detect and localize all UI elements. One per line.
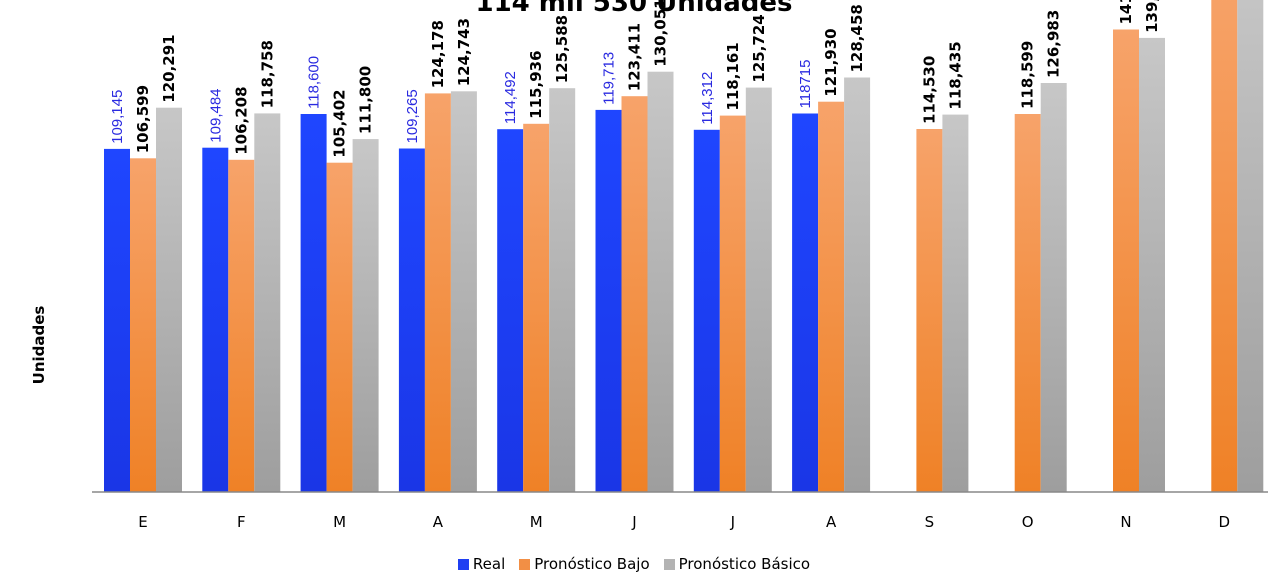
bar-pron-stico-b-sico-9 (1040, 83, 1067, 492)
data-label-pron-stico-bajo-2: 105,402 (331, 89, 349, 157)
bar-real-2 (300, 114, 327, 492)
bar-real-1 (202, 147, 229, 492)
bar-pron-stico-bajo-7 (818, 101, 845, 492)
data-label-pron-stico-b-sico-2: 111,800 (357, 66, 375, 134)
bar-pron-stico-b-sico-11 (1237, 0, 1264, 492)
legend-label: Pronóstico Bajo (534, 555, 650, 573)
bar-real-0 (104, 148, 130, 492)
bar-pron-stico-b-sico-1 (254, 113, 281, 493)
legend: Real Pronóstico Bajo Pronóstico Básico (0, 555, 1268, 573)
data-label-pron-stico-bajo-0: 106,599 (134, 85, 152, 153)
legend-swatch (663, 558, 675, 570)
data-label-pron-stico-bajo-1: 106,208 (232, 86, 250, 154)
x-tick-label-9: O (1022, 513, 1034, 531)
x-tick-label-2: M (333, 513, 346, 531)
data-label-pron-stico-b-sico-8: 118,435 (946, 41, 964, 109)
legend-swatch (519, 558, 531, 570)
bar-pron-stico-bajo-0 (130, 158, 156, 493)
bar-pron-stico-b-sico-2 (352, 139, 379, 492)
bar-pron-stico-b-sico-5 (647, 71, 674, 492)
data-label-real-1: 109,484 (207, 88, 224, 142)
x-tick-label-1: F (237, 513, 246, 531)
data-label-real-3: 109,265 (404, 89, 421, 143)
legend-label: Pronóstico Básico (678, 555, 811, 573)
legend-swatch (457, 558, 469, 570)
data-label-real-4: 114,492 (502, 71, 519, 124)
x-tick-label-11: D (1219, 513, 1231, 531)
data-label-pron-stico-b-sico-5: 130,051 (652, 0, 670, 67)
legend-item-pron-stico-bajo: Pronóstico Bajo (519, 555, 650, 573)
bar-pron-stico-bajo-3 (424, 93, 451, 493)
bar-pron-stico-b-sico-7 (844, 77, 871, 492)
legend-label: Real (472, 555, 506, 573)
data-label-pron-stico-bajo-7: 121,930 (822, 28, 840, 96)
chart-title: 114 mil 530 Unidades (475, 0, 793, 18)
bar-real-5 (595, 109, 622, 493)
bar-pron-stico-bajo-4 (523, 123, 550, 493)
bar-pron-stico-b-sico-8 (942, 114, 969, 492)
bar-pron-stico-bajo-10 (1113, 29, 1139, 492)
x-tick-label-5: J (631, 513, 636, 531)
x-tick-label-10: N (1120, 513, 1131, 531)
bar-real-4 (497, 129, 524, 492)
x-tick-label-6: J (730, 513, 735, 531)
bar-real-3 (398, 148, 425, 492)
x-tick-label-7: A (826, 513, 837, 531)
data-label-real-6: 114,312 (699, 72, 716, 125)
bar-real-7 (792, 113, 819, 492)
bar-pron-stico-b-sico-3 (450, 91, 477, 493)
data-label-pron-stico-bajo-6: 118,161 (724, 42, 742, 110)
bar-pron-stico-bajo-8 (916, 129, 943, 492)
data-label-pron-stico-bajo-8: 114,530 (920, 56, 938, 124)
legend-item-real: Real (457, 555, 506, 573)
bar-pron-stico-b-sico-10 (1139, 37, 1165, 493)
bar-pron-stico-bajo-1 (228, 159, 255, 493)
bar-pron-stico-bajo-2 (326, 162, 353, 492)
bar-pron-stico-bajo-5 (621, 96, 648, 492)
data-label-pron-stico-b-sico-3: 124,743 (455, 18, 473, 86)
data-label-pron-stico-bajo-5: 123,411 (626, 23, 644, 91)
bar-pron-stico-b-sico-6 (745, 87, 772, 492)
data-label-pron-stico-b-sico-1: 118,758 (258, 40, 276, 108)
data-label-real-0: 109,145 (109, 90, 126, 144)
x-tick-label-3: A (433, 513, 444, 531)
bar-real-6 (693, 129, 720, 493)
data-label-pron-stico-b-sico-6: 125,724 (750, 14, 768, 82)
data-label-pron-stico-b-sico-0: 120,291 (160, 34, 178, 102)
bar-pron-stico-b-sico-4 (549, 88, 576, 492)
data-label-pron-stico-bajo-4: 115,936 (527, 50, 545, 118)
legend-item-pron-stico-b-sico: Pronóstico Básico (663, 555, 811, 573)
data-label-real-7: 118715 (797, 60, 814, 109)
bar-pron-stico-bajo-11 (1211, 0, 1238, 492)
data-label-pron-stico-b-sico-9: 126,983 (1045, 10, 1063, 78)
data-label-pron-stico-b-sico-7: 128,458 (848, 4, 866, 72)
bar-pron-stico-b-sico-0 (156, 107, 182, 492)
x-tick-label-0: E (138, 513, 147, 531)
data-label-pron-stico-b-sico-10: 139,187 (1143, 0, 1161, 33)
x-tick-label-4: M (530, 513, 543, 531)
x-tick-label-8: S (925, 513, 935, 531)
data-label-pron-stico-bajo-3: 124,178 (429, 20, 447, 88)
bar-pron-stico-bajo-9 (1014, 114, 1041, 492)
data-label-pron-stico-b-sico-4: 125,588 (553, 15, 571, 83)
data-label-pron-stico-bajo-10: 141,470 (1117, 0, 1135, 25)
data-label-real-5: 119,713 (601, 52, 618, 105)
data-label-pron-stico-bajo-9: 118,599 (1019, 41, 1037, 109)
data-label-real-2: 118,600 (306, 56, 323, 109)
bar-pron-stico-bajo-6 (719, 115, 746, 492)
